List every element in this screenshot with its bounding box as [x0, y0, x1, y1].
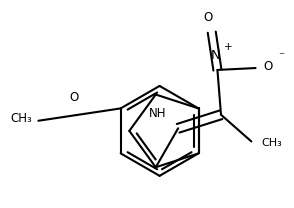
Text: O: O	[69, 91, 78, 104]
Text: ⁻: ⁻	[278, 50, 284, 63]
Text: O: O	[203, 11, 213, 24]
Text: NH: NH	[149, 107, 167, 120]
Text: CH₃: CH₃	[10, 113, 32, 125]
Text: +: +	[223, 42, 232, 52]
Text: CH₃: CH₃	[261, 138, 282, 148]
Text: N: N	[210, 49, 220, 62]
Text: O: O	[264, 60, 273, 73]
